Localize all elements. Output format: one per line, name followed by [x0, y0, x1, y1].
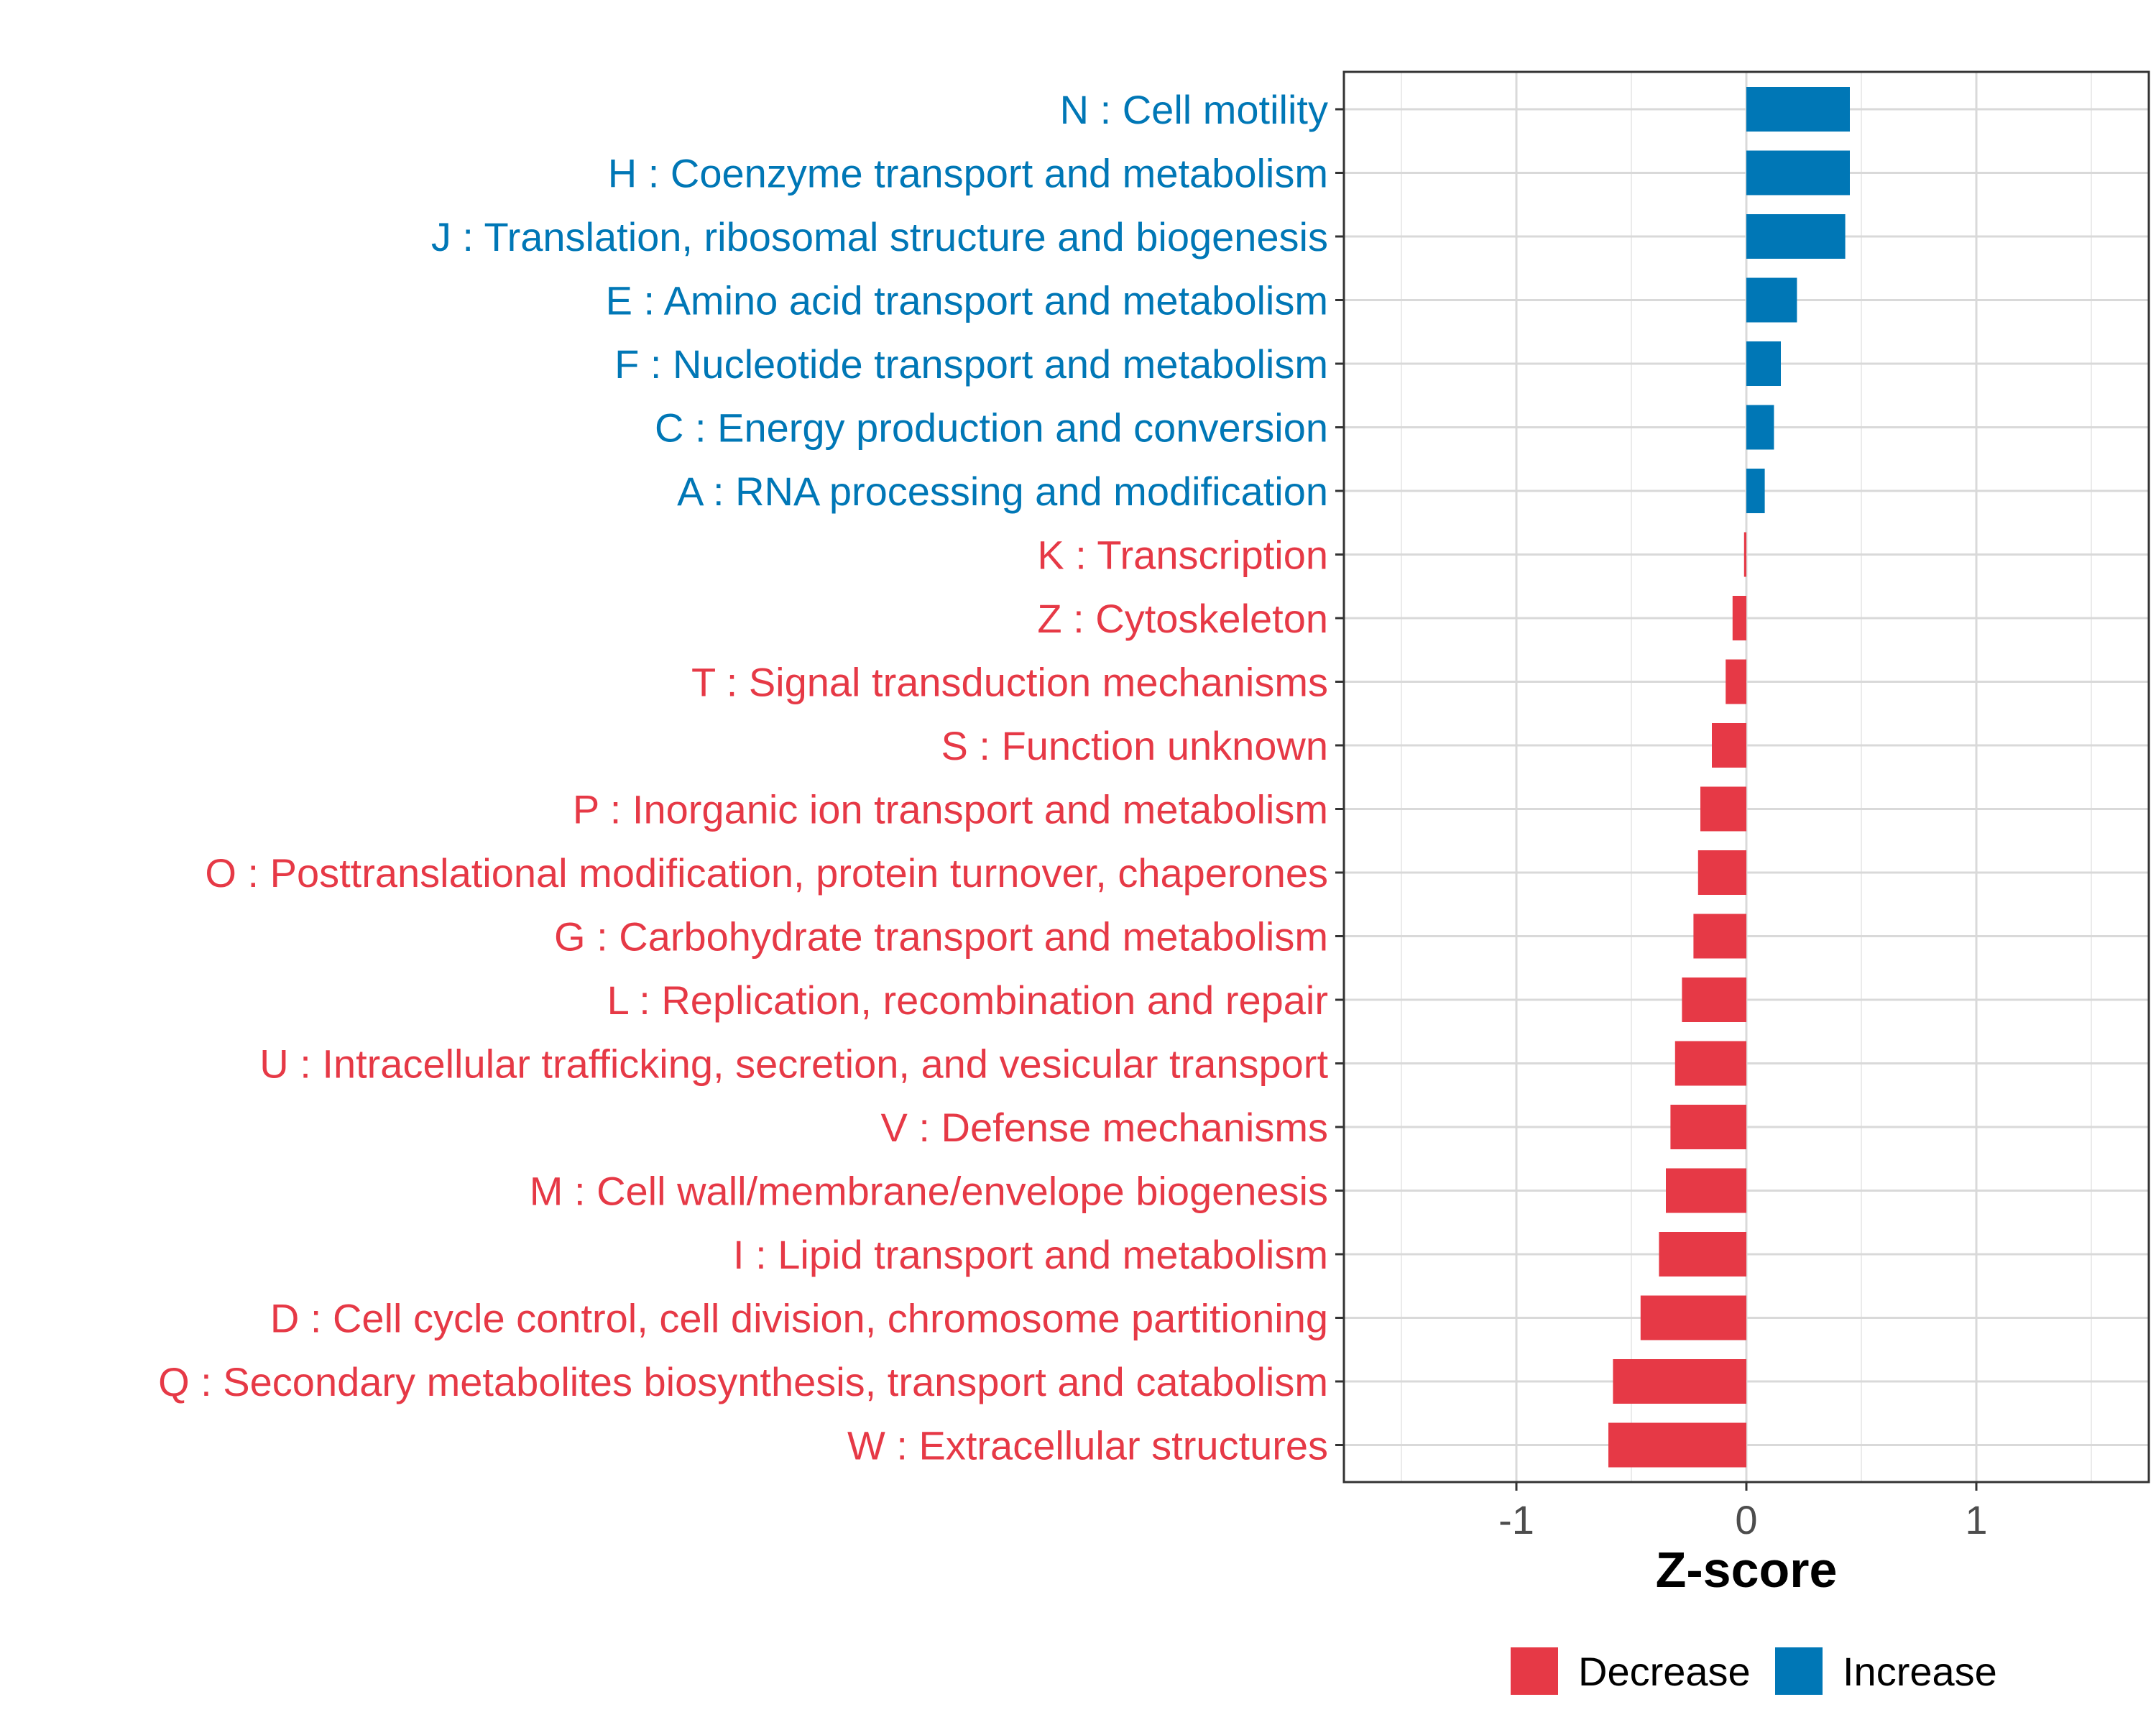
bar: [1697, 850, 1746, 895]
bar: [1674, 1041, 1746, 1086]
bar: [1608, 1422, 1746, 1468]
category-label: U : Intracellular trafficking, secretion…: [259, 1041, 1328, 1087]
category-label: D : Cell cycle control, cell division, c…: [270, 1296, 1328, 1341]
bar: [1712, 723, 1746, 768]
category-label: Q : Secondary metabolites biosynthesis, …: [158, 1359, 1328, 1404]
bar: [1640, 1295, 1746, 1340]
legend-key-increase: [1775, 1647, 1823, 1695]
bar: [1746, 277, 1797, 323]
category-label: G : Carbohydrate transport and metabolis…: [554, 914, 1328, 960]
x-tick-label: 0: [1735, 1497, 1757, 1542]
bar: [1746, 405, 1774, 450]
bars: [1608, 87, 1850, 1468]
category-label: N : Cell motility: [1060, 87, 1328, 132]
bar: [1732, 596, 1746, 640]
x-tick-label: -1: [1498, 1497, 1534, 1542]
bar: [1613, 1359, 1746, 1404]
legend-label-decrease: Decrease: [1578, 1649, 1751, 1694]
legend-key-decrease: [1511, 1647, 1558, 1695]
category-label: I : Lipid transport and metabolism: [733, 1232, 1328, 1277]
bar: [1659, 1232, 1746, 1276]
bar: [1693, 914, 1746, 959]
bar: [1746, 341, 1781, 386]
category-label: M : Cell wall/membrane/envelope biogenes…: [530, 1169, 1328, 1214]
legend: Decrease Increase: [1511, 1647, 1997, 1695]
x-tick-label: 1: [1965, 1497, 1987, 1542]
category-label: K : Transcription: [1037, 533, 1328, 578]
category-label: L : Replication, recombination and repai…: [607, 978, 1328, 1023]
legend-label-increase: Increase: [1843, 1649, 1997, 1694]
category-label: O : Posttranslational modification, prot…: [205, 850, 1328, 896]
category-labels: N : Cell motility H : Coenzyme transport …: [158, 87, 1344, 1468]
bar: [1746, 214, 1846, 259]
x-axis-ticks: -1 0 1: [1498, 1482, 1988, 1542]
category-label: V : Defense mechanisms: [881, 1105, 1328, 1150]
bar: [1746, 150, 1850, 196]
bar: [1682, 978, 1746, 1022]
category-label: C : Energy production and conversion: [655, 405, 1328, 451]
bar: [1746, 469, 1765, 513]
bar: [1700, 786, 1746, 832]
category-label: J : Translation, ribosomal structure and…: [431, 214, 1328, 259]
category-label: F : Nucleotide transport and metabolism: [614, 341, 1328, 387]
bar: [1746, 87, 1850, 132]
bar: [1666, 1168, 1746, 1213]
category-label: P : Inorganic ion transport and metaboli…: [573, 787, 1328, 832]
category-label: H : Coenzyme transport and metabolism: [608, 151, 1328, 196]
category-label: T : Signal transduction mechanisms: [691, 660, 1328, 705]
category-label: S : Function unknown: [941, 723, 1328, 768]
bar: [1726, 659, 1746, 704]
category-label: W : Extracellular structures: [847, 1423, 1328, 1468]
x-axis-title: Z-score: [1656, 1542, 1838, 1598]
category-label: Z : Cytoskeleton: [1037, 596, 1328, 641]
category-label: A : RNA processing and modification: [677, 469, 1328, 514]
bar: [1670, 1105, 1746, 1149]
category-label: E : Amino acid transport and metabolism: [606, 278, 1328, 323]
bar: [1743, 532, 1746, 577]
